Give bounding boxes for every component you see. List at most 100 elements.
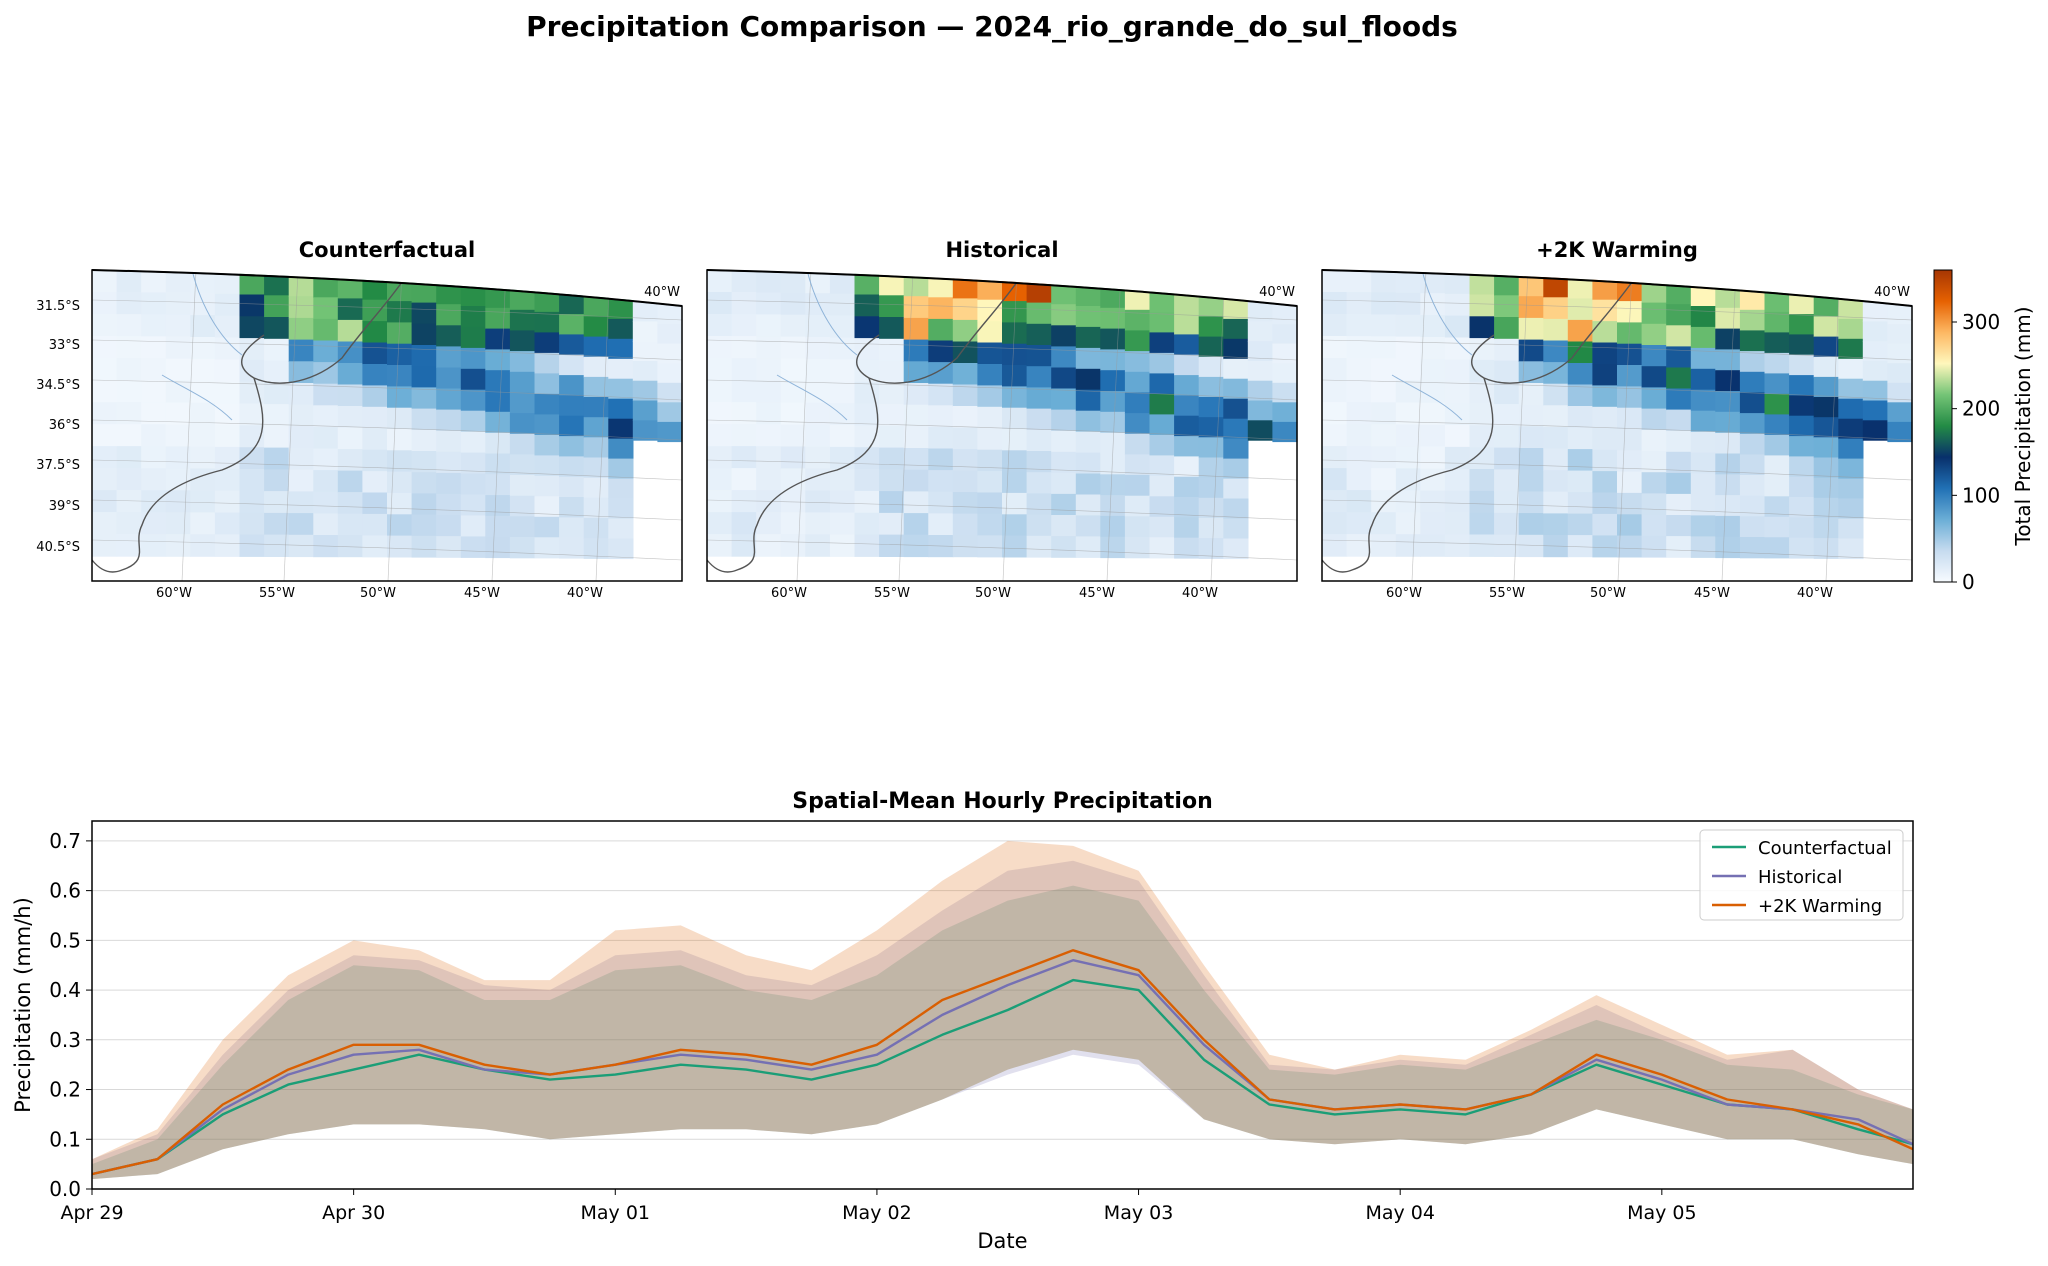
map-cell (1174, 436, 1200, 457)
map-cell (1469, 490, 1495, 514)
graticule-line (91, 419, 683, 441)
map-cell (1223, 478, 1249, 500)
map-cell (1617, 343, 1643, 366)
map-cell (214, 512, 241, 535)
graticule-line (796, 269, 812, 582)
map-cell (1100, 370, 1126, 392)
map-cell (1641, 451, 1667, 473)
map-cell (1666, 304, 1692, 326)
map-cell (1592, 299, 1618, 322)
map-cell (116, 314, 142, 337)
map-cell (879, 447, 905, 470)
map-cell (116, 446, 142, 469)
map-cell (1002, 514, 1028, 537)
map-cell (1715, 474, 1741, 496)
map-cell (1543, 383, 1569, 406)
map-cell (1518, 339, 1544, 362)
map-cell (116, 402, 142, 425)
graticule-line (1513, 269, 1529, 582)
map-cell (337, 406, 363, 429)
map-cell (1002, 471, 1028, 494)
map-cell (879, 512, 905, 536)
map-cell (362, 471, 388, 494)
corner-lon-label: 40°W (1874, 285, 1910, 300)
map-cell (583, 296, 609, 318)
map-cell (1887, 402, 1913, 423)
map-cell (1100, 515, 1126, 538)
map-cell (731, 336, 757, 359)
map-cell (1813, 477, 1839, 499)
map-cell (387, 386, 413, 409)
map-cell (1543, 491, 1569, 514)
map-cell (780, 336, 806, 360)
map-cell (485, 515, 511, 538)
map-cell (608, 538, 634, 560)
map-cell (854, 512, 880, 536)
map-cell (190, 315, 216, 338)
map-cell (1124, 495, 1151, 517)
legend-label: Historical (1758, 867, 1842, 888)
map-cell (1592, 449, 1618, 472)
map-cell (288, 513, 314, 536)
map-cell (141, 292, 167, 315)
map-cell (1444, 468, 1471, 492)
map-cell (731, 490, 757, 513)
map-cell (313, 275, 339, 298)
map-cell (1617, 429, 1643, 451)
map-cell (1518, 448, 1544, 471)
map-cell (756, 402, 782, 425)
axes-frame (91, 820, 1914, 1190)
colorbar-tick-label: 300 (1962, 310, 2000, 334)
map-cell (534, 291, 560, 313)
map-cell (1002, 429, 1028, 451)
map-cell (1272, 304, 1298, 325)
map-cell (141, 358, 167, 381)
map-cell (1198, 477, 1224, 499)
graticule-line (91, 499, 683, 521)
map-cell (1739, 309, 1766, 332)
map-cell (92, 292, 118, 315)
map-cell (1149, 373, 1175, 395)
map-cell (952, 298, 978, 321)
map-cell (952, 341, 978, 364)
map-cell (165, 490, 191, 513)
map-cell (1124, 537, 1151, 559)
map-cell (190, 490, 216, 513)
map-cell (780, 468, 806, 491)
map-cell (1346, 534, 1372, 557)
lat-tick-label: 34.5°S (36, 378, 80, 393)
map-cell (1149, 496, 1175, 518)
map-cell (879, 425, 905, 449)
map-cell (214, 381, 241, 404)
map-cell (534, 455, 560, 477)
map-cell (1124, 475, 1151, 497)
lon-tick-label: 50°W (1590, 586, 1626, 601)
map-cell (1592, 364, 1618, 386)
map-cell (780, 314, 806, 338)
map-cell (141, 314, 167, 337)
map-cell (1100, 536, 1126, 559)
graticule-line (181, 269, 197, 582)
map-cell (288, 426, 314, 449)
map-cell (1789, 537, 1815, 559)
map-cell (1420, 468, 1446, 491)
map-cell (1715, 495, 1741, 517)
map-cell (1739, 495, 1766, 517)
map-cell (608, 358, 634, 380)
map-cell (411, 514, 437, 537)
map-cell (1223, 298, 1249, 320)
map-cell (1518, 317, 1544, 341)
map-cell (1149, 311, 1175, 333)
map-cell (141, 270, 167, 293)
map-cell (485, 370, 511, 392)
map-cell (1789, 456, 1815, 478)
map-cell (1813, 336, 1839, 358)
map-cell (1887, 324, 1913, 345)
map-cell (460, 494, 486, 516)
map-cell (1322, 358, 1348, 381)
map-cell (509, 330, 536, 352)
map-cell (1838, 318, 1864, 340)
map-cell (707, 358, 733, 381)
map-cell (829, 359, 856, 382)
